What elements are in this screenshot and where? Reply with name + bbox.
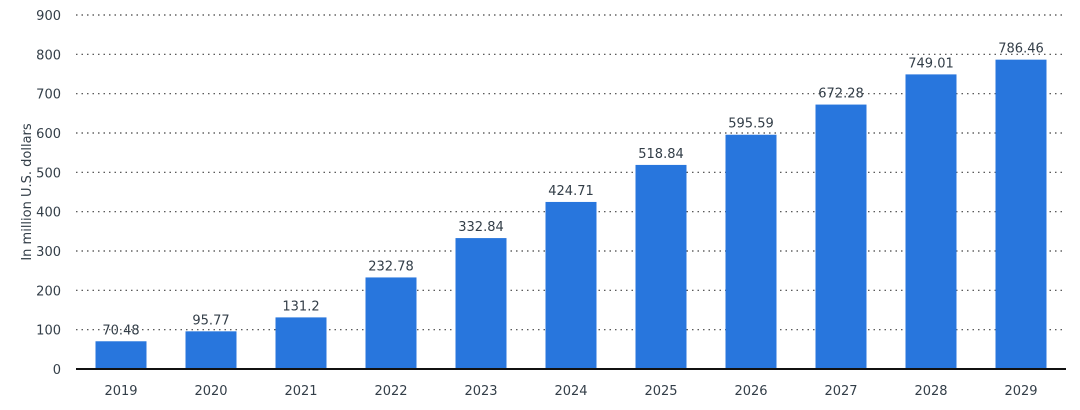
x-tick-label: 2022 bbox=[374, 384, 407, 399]
bar-2028 bbox=[905, 74, 957, 369]
x-tick-labels: 2019 2020 2021 2022 2023 2024 2025 2026 2027 2028… bbox=[104, 384, 1037, 399]
x-tick-label: 2019 bbox=[104, 384, 137, 399]
value-label: 131.2 bbox=[282, 299, 319, 314]
bar-2026 bbox=[725, 134, 777, 369]
value-label: 70.48 bbox=[102, 323, 139, 338]
x-tick-label: 2024 bbox=[554, 384, 587, 399]
value-label: 424.71 bbox=[548, 184, 594, 199]
x-tick-label: 2021 bbox=[284, 384, 317, 399]
value-label: 595.59 bbox=[728, 117, 774, 132]
x-tick-label: 2028 bbox=[914, 384, 947, 399]
x-tick-label: 2026 bbox=[734, 384, 767, 399]
y-axis-label: In million U.S. dollars bbox=[20, 123, 35, 261]
bar-2023 bbox=[455, 238, 507, 369]
value-labels: 70.48 95.77 131.2 232.78 332.84 424.71 518.84 5… bbox=[102, 42, 1043, 339]
bar-2024 bbox=[545, 201, 597, 369]
value-label: 232.78 bbox=[368, 259, 414, 274]
bar-2025 bbox=[635, 164, 687, 369]
y-tick-label: 400 bbox=[36, 206, 61, 221]
y-tick-label: 700 bbox=[36, 88, 61, 103]
gridlines bbox=[76, 14, 1066, 331]
value-label: 786.46 bbox=[998, 42, 1044, 57]
bar-2019 bbox=[95, 341, 147, 369]
bar-2022 bbox=[365, 277, 417, 369]
x-tick-label: 2029 bbox=[1004, 384, 1037, 399]
bar-2020 bbox=[185, 331, 237, 369]
y-tick-label: 800 bbox=[36, 48, 61, 63]
x-tick-label: 2025 bbox=[644, 384, 677, 399]
y-tick-label: 900 bbox=[36, 9, 61, 24]
bar-2029 bbox=[995, 59, 1047, 370]
x-tick-label: 2027 bbox=[824, 384, 857, 399]
value-label: 95.77 bbox=[192, 313, 229, 328]
y-tick-label: 600 bbox=[36, 127, 61, 142]
value-label: 749.01 bbox=[908, 56, 954, 71]
bars bbox=[95, 59, 1047, 370]
y-tick-label: 100 bbox=[36, 324, 61, 339]
y-tick-labels: 0 100 200 300 400 500 600 700 800 900 bbox=[36, 9, 61, 378]
y-tick-label: 300 bbox=[36, 245, 61, 260]
bar-2021 bbox=[275, 317, 327, 369]
y-tick-label: 0 bbox=[53, 363, 61, 378]
y-tick-label: 200 bbox=[36, 284, 61, 299]
bar-2027 bbox=[815, 104, 867, 369]
value-label: 332.84 bbox=[458, 220, 504, 235]
value-label: 672.28 bbox=[818, 87, 864, 102]
value-label: 518.84 bbox=[638, 147, 684, 162]
y-tick-label: 500 bbox=[36, 166, 61, 181]
x-tick-label: 2023 bbox=[464, 384, 497, 399]
x-tick-label: 2020 bbox=[194, 384, 227, 399]
